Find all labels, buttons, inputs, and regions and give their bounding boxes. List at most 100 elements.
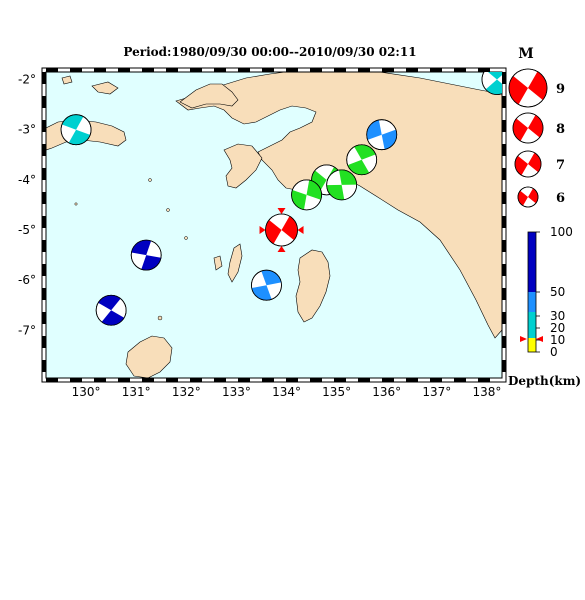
focus-depth-marker bbox=[520, 336, 543, 342]
magnitude-legend: M 9 8 7 6 bbox=[508, 46, 565, 208]
cbar-mid bbox=[528, 292, 536, 312]
map-title: Period:1980/09/30 00:00--2010/09/30 02:1… bbox=[123, 45, 416, 59]
x-tick-label: 137° bbox=[422, 385, 451, 399]
x-axis-ticks: 130° 131° 132° 133° 134° 135° 136° 137° 138° bbox=[72, 385, 502, 399]
frame-segment bbox=[42, 144, 46, 156]
event-green-cluster-1 bbox=[346, 144, 378, 176]
frame-segment bbox=[502, 144, 506, 156]
frame-segment bbox=[502, 336, 506, 348]
islet bbox=[148, 178, 152, 182]
islet bbox=[157, 315, 163, 321]
frame-segment bbox=[70, 378, 82, 382]
legend-magnitude-label: 6 bbox=[556, 191, 565, 206]
frame-segment bbox=[166, 68, 178, 72]
legend-magnitude-label: 7 bbox=[556, 158, 565, 173]
land-kai-small bbox=[213, 255, 223, 271]
cbar-shallow bbox=[528, 312, 536, 338]
colorbar-tick-label: 10 bbox=[550, 333, 565, 347]
frame-segment bbox=[502, 96, 506, 108]
legend-ball-m7 bbox=[514, 150, 542, 178]
event-focus-event bbox=[265, 213, 298, 247]
frame-segment bbox=[406, 378, 418, 382]
frame-segment bbox=[42, 264, 46, 276]
landmasses bbox=[46, 72, 502, 378]
y-tick-label: -2° bbox=[18, 73, 36, 87]
land-islet-nw bbox=[61, 75, 73, 85]
map-panel: 130° 131° 132° 133° 134° 135° 136° 137° 138° -2°… bbox=[18, 67, 507, 399]
y-tick-label: -3° bbox=[18, 123, 36, 137]
frame-segment bbox=[358, 378, 370, 382]
focal-mechanisms bbox=[60, 72, 502, 326]
frame-segment bbox=[42, 312, 46, 324]
frame-segment bbox=[214, 378, 226, 382]
land-kai bbox=[227, 243, 243, 283]
legend-magnitude-label: 8 bbox=[556, 122, 565, 137]
event-arafura-3 bbox=[95, 294, 127, 326]
colorbar-tick-label: 20 bbox=[550, 321, 565, 335]
x-tick-label: 131° bbox=[122, 385, 151, 399]
colorbar-tick-label: 50 bbox=[550, 285, 565, 299]
y-tick-label: -5° bbox=[18, 223, 36, 237]
frame-segment bbox=[42, 72, 46, 84]
frame-segment bbox=[42, 96, 46, 108]
frame-segment bbox=[42, 216, 46, 228]
frame-segment bbox=[502, 240, 506, 252]
frame-segment bbox=[478, 68, 490, 72]
frame-segment bbox=[190, 378, 202, 382]
frame-segment bbox=[286, 68, 298, 72]
cbar-very-shallow bbox=[528, 338, 536, 352]
frame-segment bbox=[118, 68, 130, 72]
frame-segment bbox=[334, 378, 346, 382]
event-seram bbox=[60, 114, 92, 146]
x-tick-label: 133° bbox=[222, 385, 251, 399]
frame-segment bbox=[502, 216, 506, 228]
y-tick-label: -4° bbox=[18, 173, 36, 187]
legend-ball-m6 bbox=[517, 186, 539, 208]
x-tick-label: 134° bbox=[272, 385, 301, 399]
frame-segment bbox=[502, 288, 506, 300]
event-arafura-2 bbox=[251, 269, 282, 301]
frame-segment bbox=[382, 68, 394, 72]
frame-segment bbox=[94, 378, 106, 382]
colorbar-tick-label: 30 bbox=[550, 309, 565, 323]
y-tick-label: -6° bbox=[18, 273, 36, 287]
frame-segment bbox=[454, 68, 466, 72]
x-tick-label: 138° bbox=[473, 385, 502, 399]
islet bbox=[184, 236, 188, 240]
frame-segment bbox=[42, 360, 46, 372]
colorbar-tick-label: 0 bbox=[550, 345, 558, 359]
frame-segment bbox=[502, 192, 506, 204]
frame-segment bbox=[430, 68, 442, 72]
islet bbox=[74, 202, 78, 206]
frame-segment bbox=[70, 68, 82, 72]
x-tick-label: 135° bbox=[322, 385, 351, 399]
frame-segment bbox=[42, 288, 46, 300]
land-aru bbox=[295, 249, 331, 323]
frame-segment bbox=[502, 72, 506, 84]
frame-segment bbox=[46, 378, 58, 382]
cbar-deep bbox=[528, 232, 536, 292]
legend-ball-m9 bbox=[508, 68, 548, 108]
frame-segment bbox=[42, 192, 46, 204]
frame-segment bbox=[310, 68, 322, 72]
frame-segment bbox=[42, 120, 46, 132]
frame-segment bbox=[214, 68, 226, 72]
frame-segment bbox=[430, 378, 442, 382]
frame-segment bbox=[262, 378, 274, 382]
event-north-east-edge bbox=[481, 72, 502, 95]
frame-segment bbox=[166, 378, 178, 382]
frame-segment bbox=[502, 360, 506, 372]
frame-segment bbox=[334, 68, 346, 72]
legend-title: M bbox=[518, 46, 534, 62]
frame-segment bbox=[46, 68, 58, 72]
focus-event-markers bbox=[259, 208, 304, 253]
y-axis-ticks: -2° -3° -4° -5° -6° -7° bbox=[18, 73, 36, 338]
legend-ball-m8 bbox=[512, 112, 544, 144]
frame-segment bbox=[190, 68, 202, 72]
frame-segment bbox=[118, 378, 130, 382]
y-tick-label: -7° bbox=[18, 323, 36, 337]
frame-segment bbox=[454, 378, 466, 382]
